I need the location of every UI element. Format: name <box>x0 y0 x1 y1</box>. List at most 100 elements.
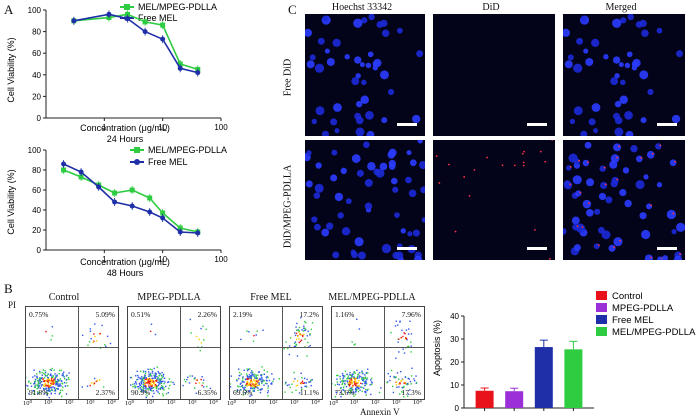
event-ll <box>38 370 41 373</box>
event-ll <box>355 387 357 390</box>
event-ll <box>36 376 38 379</box>
event-ll <box>34 385 36 387</box>
did-signal <box>569 165 572 168</box>
event-ll <box>361 383 364 385</box>
event-lr <box>285 381 287 384</box>
event-lr <box>200 378 202 381</box>
event-ur <box>405 337 408 340</box>
event-ll <box>40 377 42 380</box>
event-ll <box>255 379 257 382</box>
event-ll <box>253 387 256 390</box>
nucleus <box>387 150 396 159</box>
nucleus <box>582 199 592 209</box>
nucleus <box>647 88 654 96</box>
did-signal <box>501 164 504 167</box>
did-signal <box>576 225 579 228</box>
event-ll <box>352 391 355 393</box>
event-ll <box>259 388 261 391</box>
event-ur <box>293 345 296 348</box>
event-lr <box>394 376 397 379</box>
event-lr <box>193 387 196 389</box>
event-ur <box>295 343 298 346</box>
event-ul <box>358 328 361 330</box>
nucleus <box>643 174 649 180</box>
nucleus <box>321 228 330 237</box>
event-ll <box>142 389 144 392</box>
event-ll <box>364 382 366 384</box>
event-ll <box>261 381 263 383</box>
event-ur <box>395 357 397 359</box>
nucleus <box>565 165 572 171</box>
event-ll <box>59 391 62 394</box>
event-ll <box>36 377 38 380</box>
event-ur <box>398 338 400 340</box>
event-ll <box>260 375 263 377</box>
event-lr <box>304 385 306 388</box>
event-ll <box>349 374 351 376</box>
a2-legend: MEL/MPEG-PDLLA Free MEL <box>130 145 227 167</box>
event-ll <box>142 382 145 384</box>
event-ll <box>354 378 357 380</box>
event-ll <box>353 377 355 379</box>
event-ll <box>348 382 351 384</box>
event-ll <box>30 385 33 387</box>
event-ll <box>158 374 161 377</box>
event-lr <box>390 369 393 372</box>
event-ll <box>144 381 147 384</box>
event-ll <box>344 382 346 385</box>
event-ur <box>310 328 313 331</box>
event-ll <box>340 396 342 398</box>
event-ll <box>161 371 163 374</box>
scale-bar <box>657 247 677 250</box>
legend-swatch-mpeg <box>596 303 607 312</box>
quadrant-gate-horizontal <box>128 347 220 349</box>
event-ur <box>296 355 299 357</box>
event-ll <box>252 390 254 392</box>
event-lr <box>389 375 392 378</box>
event-ll <box>139 370 142 372</box>
event-ll <box>349 383 351 386</box>
nucleus <box>569 118 576 125</box>
event-lr <box>296 384 299 387</box>
event-ll <box>157 370 159 373</box>
event-ll <box>144 386 147 388</box>
event-lr <box>407 393 410 395</box>
event-lr <box>305 382 308 384</box>
event-ll <box>39 372 41 374</box>
event-ll <box>36 387 38 390</box>
nucleus <box>355 100 363 108</box>
event-ul <box>351 341 353 343</box>
event-ur <box>410 351 412 353</box>
event-lr <box>209 387 212 390</box>
nucleus <box>315 106 325 116</box>
event-lr <box>305 385 307 387</box>
did-signal <box>603 166 606 169</box>
event-ll <box>351 376 353 378</box>
event-ll <box>246 369 249 372</box>
did-signal <box>551 140 554 141</box>
event-ll <box>160 381 162 384</box>
event-ll <box>258 379 261 381</box>
nucleus <box>405 176 412 184</box>
event-ll <box>52 380 54 383</box>
y-tick-label: 20 <box>32 226 41 235</box>
event-ll <box>246 368 248 370</box>
col-header-merged: Merged <box>605 2 637 13</box>
flow-title-mpeg: MPEG-PDLLA <box>137 292 201 303</box>
nucleus <box>373 168 381 176</box>
flow-events <box>129 318 212 399</box>
y-tick-label: 80 <box>32 28 41 37</box>
event-ll <box>350 374 352 376</box>
event-ll <box>149 383 151 386</box>
event-lr <box>399 370 402 373</box>
event-ur <box>395 320 397 322</box>
event-ll <box>341 380 343 382</box>
data-point-free-mel <box>160 215 166 221</box>
event-ll <box>141 390 143 393</box>
a1-legend-free: Free MEL <box>138 13 178 23</box>
nucleus <box>591 103 601 112</box>
event-lr <box>295 385 297 387</box>
micrograph-free-did-hoechst <box>305 14 425 136</box>
event-ll <box>355 384 357 387</box>
cell-field <box>433 14 555 136</box>
